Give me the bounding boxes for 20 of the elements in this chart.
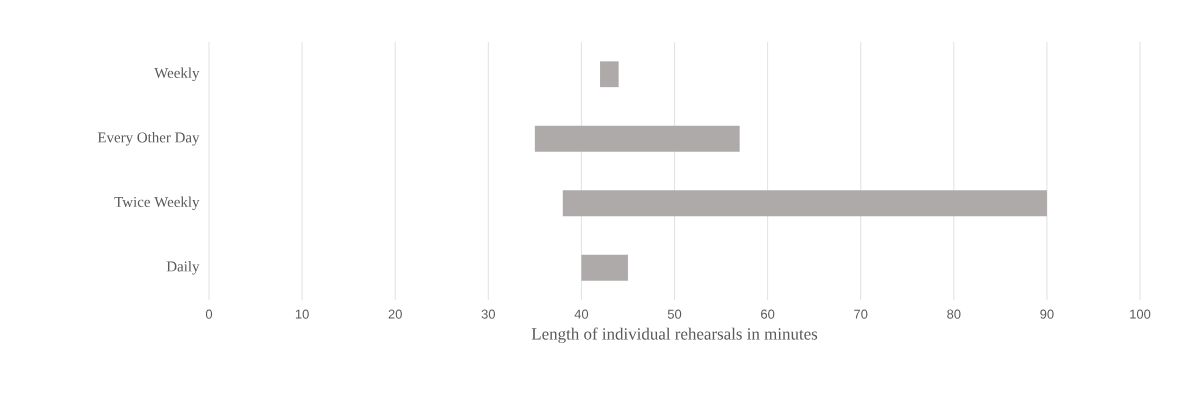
x-tick-label: 20 <box>388 309 402 319</box>
x-tick-label: 30 <box>481 309 496 319</box>
x-tick-label: 70 <box>854 309 868 319</box>
y-tick-label: Weekly <box>154 67 200 82</box>
x-tick-label: 100 <box>1130 309 1151 319</box>
x-tick-label: 80 <box>947 309 961 319</box>
y-tick-label: Twice Weekly <box>114 196 200 211</box>
x-tick-label: 90 <box>1040 309 1054 319</box>
x-tick-label: 40 <box>574 309 589 319</box>
x-tick-label: 50 <box>667 309 682 319</box>
bar <box>600 61 619 88</box>
x-tick-label: 60 <box>761 309 775 319</box>
x-tick-label: 0 <box>205 309 213 319</box>
bar <box>562 190 1047 217</box>
x-tick-label: 10 <box>295 309 309 319</box>
y-tick-label: Daily <box>166 260 200 275</box>
y-tick-label: Every Other Day <box>97 131 200 146</box>
bar <box>534 125 740 152</box>
x-axis-title: Length of individual rehearsals in minutes <box>531 327 818 344</box>
bar <box>581 254 628 281</box>
